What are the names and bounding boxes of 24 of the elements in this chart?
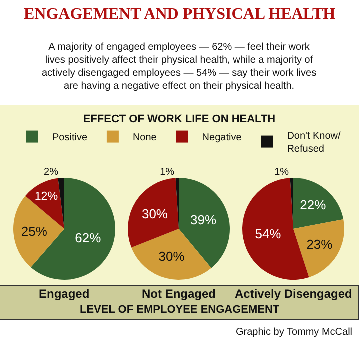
data-label: 1% [274,167,290,178]
legend-label: Negative [202,132,242,144]
text: LEVEL OF EMPLOYEE ENGAGEMENT [80,304,280,316]
legend-title: EFFECT OF WORK LIFE ON HEALTH [83,113,276,126]
legend-label: None [132,132,158,144]
data-label: 54% [255,226,282,242]
data-label: 23% [306,237,334,252]
chart-title: ENGAGEMENT AND PHYSICAL HEALTH [24,6,336,23]
legend-label: Don't Know/ Refused [287,131,342,156]
slice-label: Actively Disengaged [235,287,352,301]
data-label: 62% [75,230,102,246]
data-label: 2% [44,167,59,178]
data-label: 12% [34,190,58,204]
data-label: 30% [158,248,186,264]
data-label: 39% [190,212,217,228]
slice-label: Not Engaged [142,287,216,301]
text: Graphic by Tommy McCall [236,327,353,338]
data-label: 1% [160,167,175,178]
slice-label: Engaged [39,287,90,301]
data-label: 25% [21,224,48,239]
data-label: 22% [300,198,327,212]
legend-label: Positive [52,132,88,144]
chart-subtitle: A majority of engaged employees — 62% — feel their work lives positively affect their physical health, while a majority of actively disengaged employees — 54% — say their work lives are having a negative effect on their physical health. [42,42,317,92]
data-label: 30% [142,206,168,222]
